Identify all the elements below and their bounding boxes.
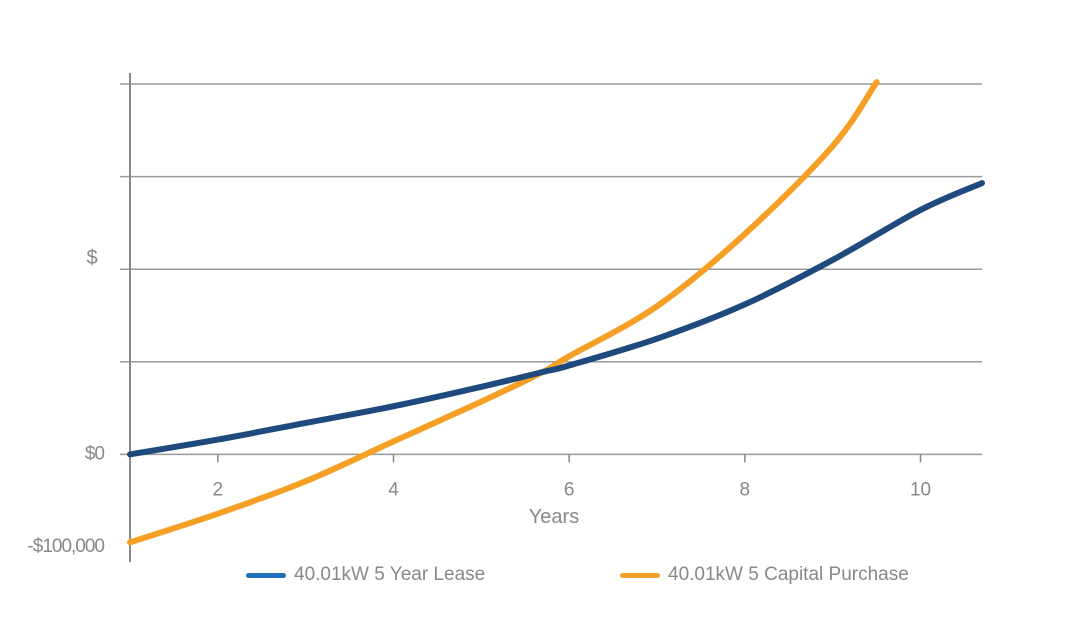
x-tick-label: 4 xyxy=(388,479,399,500)
x-tick-label: 8 xyxy=(740,479,751,500)
gridlines xyxy=(120,83,982,456)
legend-label-capital-purchase: 40.01kW 5 Capital Purchase xyxy=(668,564,909,585)
series-line-capital-purchase xyxy=(127,79,880,546)
x-axis-label: Years xyxy=(529,506,579,528)
legend-item-capital-purchase: 40.01kW 5 Capital Purchase xyxy=(620,564,909,586)
legend-swatch-capital-purchase xyxy=(620,572,660,578)
x-axis-ticks: 2 4 6 8 10 xyxy=(213,454,931,500)
legend: 40.01kW 5 Year Lease 40.01kW 5 Capital P… xyxy=(0,564,1082,594)
series-line-lease xyxy=(127,180,985,458)
series-lines xyxy=(127,79,985,546)
x-tick-label: 6 xyxy=(564,479,575,500)
y-axis-tick-labels: $0 -$100,000 xyxy=(27,443,105,557)
legend-item-lease: 40.01kW 5 Year Lease xyxy=(246,564,485,586)
y-tick-label: $0 xyxy=(85,443,105,464)
y-tick-label: -$100,000 xyxy=(27,536,104,557)
x-tick-label: 2 xyxy=(213,479,224,500)
x-tick-label: 10 xyxy=(910,479,931,500)
y-axis-label: $ xyxy=(86,247,97,269)
legend-swatch-lease xyxy=(246,572,286,578)
legend-label-lease: 40.01kW 5 Year Lease xyxy=(294,564,486,585)
